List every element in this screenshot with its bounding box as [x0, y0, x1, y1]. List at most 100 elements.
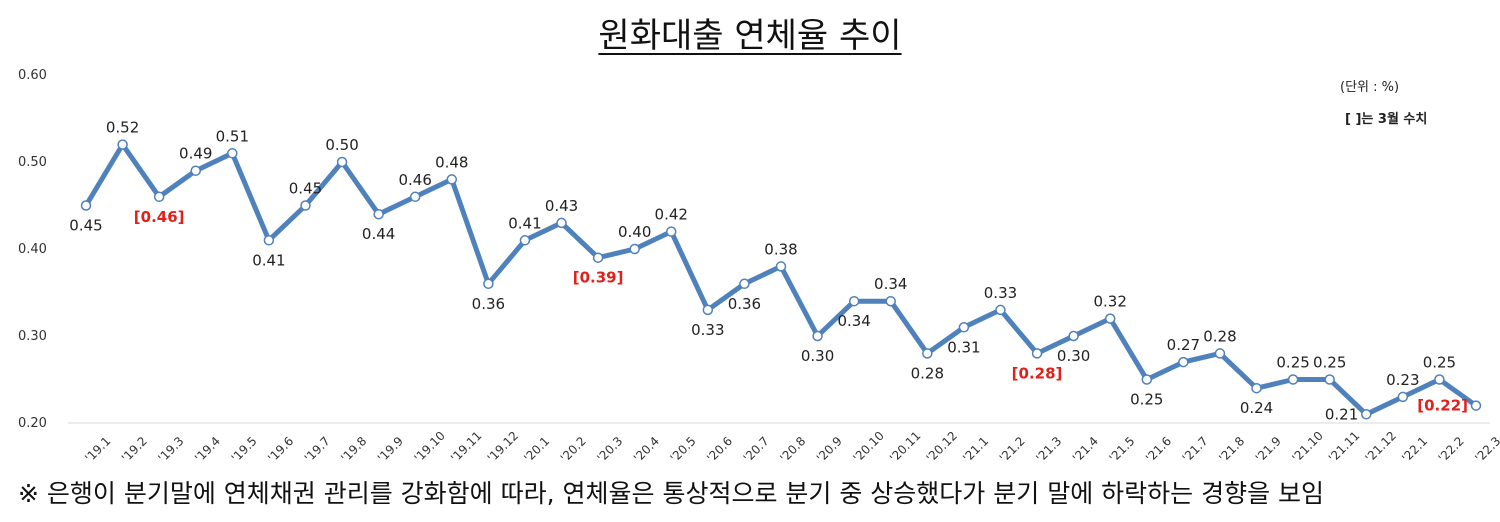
data-point — [1434, 374, 1445, 385]
data-label: 0.40 — [618, 223, 651, 241]
chart-title: 원화대출 연체율 추이 — [0, 8, 1500, 57]
data-label: 0.41 — [252, 251, 285, 269]
data-point — [1068, 330, 1079, 342]
data-label: 0.32 — [1094, 293, 1127, 311]
data-point — [995, 304, 1006, 316]
data-label: 0.49 — [179, 145, 212, 163]
data-point — [1141, 374, 1153, 385]
x-tick-label: '21.12 — [1362, 429, 1399, 466]
data-label: 0.48 — [435, 153, 468, 171]
x-tick-label: '21.5 — [1106, 434, 1137, 465]
data-label: 0.41 — [508, 214, 541, 232]
x-tick-label: '19.6 — [265, 434, 296, 465]
data-label: 0.30 — [1057, 347, 1090, 365]
x-tick-label: '22.2 — [1436, 434, 1467, 465]
data-label: 0.44 — [362, 225, 395, 243]
x-tick-label: '20.6 — [704, 434, 735, 465]
x-tick-label: '19.2 — [119, 434, 150, 465]
x-tick-label: '21.2 — [997, 434, 1028, 465]
data-label: 0.28 — [911, 364, 944, 382]
data-label: 0.45 — [289, 180, 322, 198]
data-label: 0.25 — [1130, 391, 1163, 409]
data-point — [263, 235, 275, 246]
data-point — [1251, 382, 1262, 394]
data-label: 0.42 — [655, 206, 688, 224]
data-point — [1178, 356, 1189, 368]
x-tick-label: '20.9 — [814, 434, 845, 465]
data-label: 0.27 — [1167, 336, 1200, 354]
data-point — [739, 278, 750, 290]
data-point — [519, 235, 531, 246]
data-label-march: [0.28] — [1012, 364, 1063, 382]
data-point — [1214, 348, 1226, 359]
x-tick-label: '20.5 — [667, 434, 698, 465]
data-point — [336, 156, 348, 168]
data-label: 0.21 — [1325, 405, 1358, 423]
data-point — [153, 191, 165, 203]
data-point — [922, 348, 933, 359]
data-label: 0.36 — [728, 295, 761, 313]
x-tick-label: '21.10 — [1289, 429, 1326, 466]
x-tick-label: '22.3 — [1472, 434, 1500, 465]
data-label: 0.34 — [874, 275, 907, 293]
data-label: 0.38 — [764, 240, 797, 258]
y-tick-label: 0.40 — [18, 242, 47, 257]
chart-title-text: 원화대출 연체율 추이 — [598, 16, 902, 56]
x-tick-label: '19.9 — [375, 434, 406, 465]
data-point — [556, 217, 567, 229]
data-label: 0.46 — [399, 171, 432, 189]
data-point — [483, 278, 494, 290]
x-tick-label: '19.4 — [192, 434, 223, 465]
data-label: 0.50 — [325, 136, 358, 154]
x-tick-label: '21.1 — [960, 434, 991, 465]
data-point — [1104, 313, 1116, 324]
x-tick-label: '20.3 — [594, 434, 625, 465]
x-tick-label: '20.2 — [558, 434, 589, 465]
footnote: ※ 은행이 분기말에 연체채권 관리를 강화함에 따라, 연체율은 통상적으로 … — [18, 479, 1325, 508]
data-point — [446, 174, 458, 185]
x-tick-label: '19.8 — [338, 434, 369, 465]
unit-note: (단위 : %) — [1340, 80, 1400, 95]
x-tick-label: '21.6 — [1143, 434, 1174, 465]
data-point — [373, 208, 384, 220]
data-label: 0.25 — [1276, 354, 1309, 372]
y-tick-label: 0.30 — [18, 329, 47, 344]
x-tick-label: '20.10 — [850, 429, 887, 466]
data-point — [190, 165, 201, 176]
data-label: 0.23 — [1386, 371, 1419, 389]
data-point — [1361, 409, 1372, 420]
data-point — [1031, 348, 1043, 359]
x-tick-label: '21.8 — [1216, 434, 1247, 465]
data-point — [1470, 400, 1482, 411]
x-tick-label: '20.4 — [631, 434, 662, 465]
x-tick-label: '19.5 — [229, 434, 260, 465]
data-point — [958, 322, 970, 333]
data-label: 0.45 — [69, 217, 102, 235]
data-label: 0.33 — [691, 321, 724, 339]
data-point — [1287, 374, 1299, 385]
x-tick-label: '19.3 — [155, 434, 186, 465]
data-point — [775, 261, 787, 272]
x-tick-label: '19.11 — [448, 429, 485, 466]
data-point — [885, 295, 896, 307]
data-label: 0.31 — [947, 338, 980, 356]
data-label: 0.28 — [1203, 327, 1236, 345]
data-point — [300, 200, 311, 211]
data-label: 0.51 — [216, 127, 249, 145]
data-point — [117, 139, 128, 150]
data-label: 0.36 — [472, 295, 505, 313]
data-label: 0.34 — [837, 312, 870, 330]
x-tick-label: '21.3 — [1033, 434, 1064, 465]
data-point — [227, 148, 238, 159]
data-point — [848, 295, 860, 307]
x-tick-label: '21.11 — [1326, 429, 1363, 466]
data-point — [702, 304, 714, 316]
x-tick-label: '20.8 — [777, 434, 808, 465]
data-label-march: [0.22] — [1417, 397, 1468, 415]
x-tick-label: '21.4 — [1070, 434, 1101, 465]
x-tick-label: '19.12 — [485, 429, 522, 466]
data-point — [409, 191, 421, 203]
y-tick-label: 0.60 — [18, 68, 47, 83]
data-point — [812, 330, 823, 342]
y-tick-label: 0.50 — [18, 155, 47, 170]
